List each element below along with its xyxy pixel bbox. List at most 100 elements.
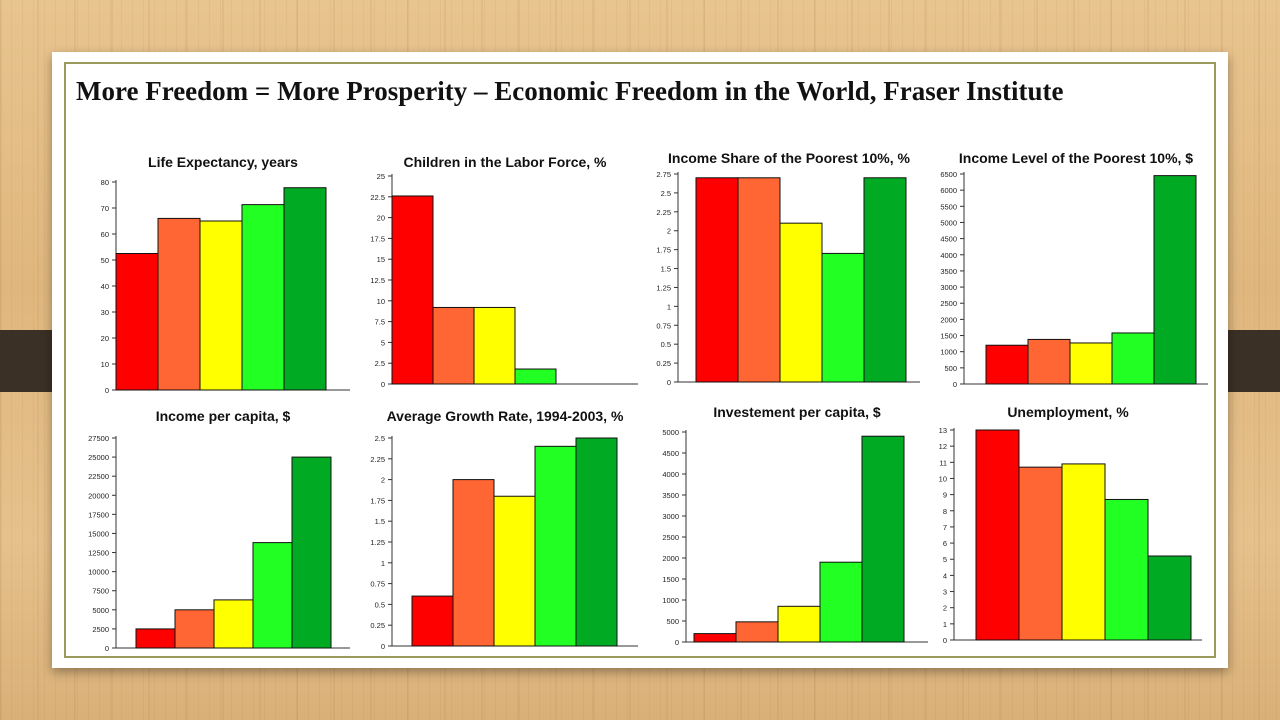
chart-title: Children in the Labor Force, % — [403, 154, 607, 170]
y-tick-label: 2.25 — [656, 208, 671, 217]
bar — [473, 306, 516, 385]
y-tick-label: 3000 — [940, 283, 957, 292]
y-tick-label: 10 — [377, 297, 385, 306]
y-tick-label: 40 — [101, 282, 109, 291]
bar — [735, 621, 779, 643]
y-tick-label: 80 — [101, 178, 109, 187]
y-tick-label: 4000 — [940, 251, 957, 260]
bar — [493, 495, 536, 647]
y-tick-label: 7500 — [92, 587, 109, 596]
y-tick-label: 2000 — [662, 554, 679, 563]
y-tick-label: 0.75 — [656, 321, 671, 330]
y-tick-label: 1.5 — [661, 265, 671, 274]
y-tick-label: 2.5 — [375, 434, 385, 443]
y-tick-label: 17.5 — [370, 234, 385, 243]
bar — [1147, 555, 1192, 641]
bar — [737, 177, 781, 383]
y-tick-label: 11 — [939, 458, 947, 467]
chart-title: Life Expectancy, years — [148, 154, 298, 170]
y-tick-label: 15 — [377, 255, 385, 264]
y-tick-label: 2.75 — [656, 170, 671, 179]
chart-title: Income Level of the Poorest 10%, $ — [959, 150, 1193, 166]
y-tick-label: 70 — [101, 204, 109, 213]
y-tick-label: 2500 — [662, 533, 679, 542]
y-tick-label: 2.5 — [375, 359, 385, 368]
y-tick-label: 0.5 — [661, 340, 671, 349]
y-tick-label: 3000 — [662, 512, 679, 521]
bar — [283, 187, 327, 391]
chart-title: Average Growth Rate, 1994-2003, % — [387, 408, 624, 424]
y-tick-label: 5 — [943, 555, 947, 564]
y-tick-label: 5500 — [940, 202, 957, 211]
y-tick-label: 6 — [943, 539, 947, 548]
y-tick-label: 15000 — [88, 529, 109, 538]
bar — [252, 542, 293, 649]
y-tick-label: 13 — [939, 426, 947, 435]
y-tick-label: 1.25 — [370, 538, 385, 547]
y-tick-label: 10 — [101, 360, 109, 369]
y-tick-label: 2000 — [940, 315, 957, 324]
y-tick-label: 0 — [105, 386, 109, 395]
y-tick-label: 17500 — [88, 510, 109, 519]
bar — [411, 595, 454, 647]
bar — [452, 479, 495, 647]
y-tick-label: 25 — [377, 172, 385, 181]
y-tick-label: 0.25 — [370, 621, 385, 630]
slide-title: More Freedom = More Prosperity – Economi… — [76, 76, 1064, 106]
y-tick-label: 2.5 — [661, 189, 671, 198]
y-tick-label: 5000 — [92, 606, 109, 615]
y-tick-label: 0 — [675, 638, 679, 647]
y-tick-label: 1 — [943, 620, 947, 629]
y-tick-label: 50 — [101, 256, 109, 265]
y-tick-label: 3500 — [940, 267, 957, 276]
bar — [514, 368, 557, 385]
y-tick-label: 4000 — [662, 470, 679, 479]
bar — [819, 561, 863, 643]
y-tick-label: 7.5 — [375, 318, 385, 327]
slide-frame — [64, 62, 1216, 658]
bar — [115, 253, 159, 391]
chart-average-growth-rate: Average Growth Rate, 1994-2003, % 0 0.25 0.… — [370, 408, 638, 651]
bar — [174, 609, 215, 649]
bar — [1027, 338, 1071, 385]
y-tick-label: 10 — [939, 474, 947, 483]
chart-investment-per-capita: Investement per capita, $ 0 500 1000 1500 200… — [662, 404, 928, 647]
bar — [779, 222, 823, 383]
bar — [135, 628, 176, 649]
y-tick-label: 1 — [667, 302, 671, 311]
y-tick-label: 3 — [943, 588, 947, 597]
chart-title: Investement per capita, $ — [713, 404, 881, 420]
y-tick-label: 4 — [943, 571, 947, 580]
chart-life-expectancy: Life Expectancy, years 0 10 20 30 40 50 60 70 80 — [101, 154, 350, 395]
y-tick-label: 0.5 — [375, 600, 385, 609]
y-tick-label: 1000 — [940, 348, 957, 357]
y-tick-label: 1500 — [662, 575, 679, 584]
y-tick-label: 12 — [939, 442, 947, 451]
y-tick-label: 1500 — [940, 332, 957, 341]
y-tick-label: 1.75 — [370, 496, 385, 505]
y-tick-label: 0 — [943, 636, 947, 645]
y-tick-label: 7 — [943, 523, 947, 532]
y-tick-label: 1.5 — [375, 517, 385, 526]
chart-income-level-poorest: Income Level of the Poorest 10%, $ 0 500 10… — [940, 150, 1208, 389]
y-tick-label: 1000 — [662, 596, 679, 605]
y-tick-label: 2500 — [940, 299, 957, 308]
y-tick-label: 5000 — [662, 428, 679, 437]
y-tick-label: 0 — [381, 642, 385, 651]
y-tick-label: 25000 — [88, 453, 109, 462]
y-tick-label: 22500 — [88, 472, 109, 481]
bar — [213, 599, 254, 649]
bar — [1104, 498, 1149, 641]
y-tick-label: 0 — [953, 380, 957, 389]
chart-title: Income Share of the Poorest 10%, % — [668, 150, 911, 166]
y-tick-label: 2 — [667, 227, 671, 236]
y-tick-label: 2 — [381, 476, 385, 485]
bar — [1069, 342, 1113, 385]
bar — [1153, 175, 1197, 385]
y-tick-label: 1 — [381, 559, 385, 568]
bar — [1061, 463, 1106, 641]
bar — [1111, 332, 1155, 385]
bar — [534, 445, 577, 647]
y-tick-label: 4500 — [940, 235, 957, 244]
